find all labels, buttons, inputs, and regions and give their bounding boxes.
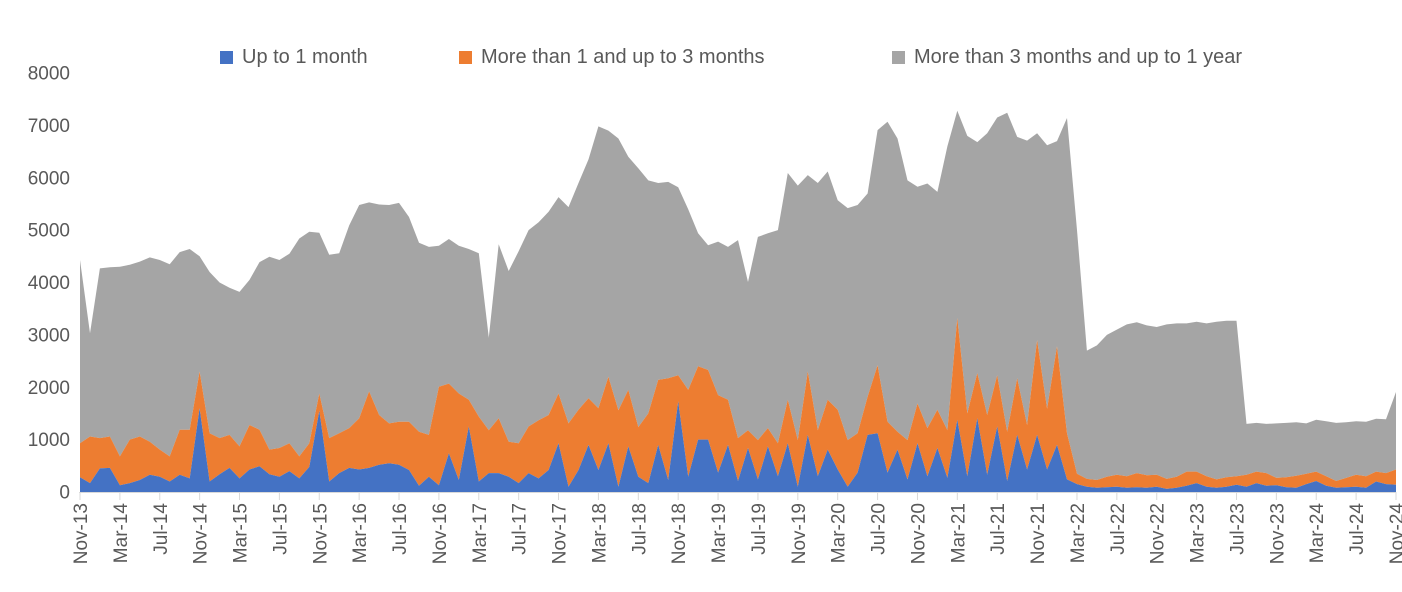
area-series-2 (80, 110, 1396, 481)
x-tick-label: Mar-19 (709, 503, 730, 563)
x-tick-label: Nov-19 (789, 503, 810, 564)
legend-swatch-orange (459, 51, 472, 64)
legend-item-up-to-1-month: Up to 1 month (220, 46, 368, 69)
x-tick-label: Nov-16 (430, 503, 451, 564)
y-tick-label: 1000 (28, 430, 70, 451)
x-tick-label: Jul-24 (1347, 503, 1368, 555)
legend-swatch-blue (220, 51, 233, 64)
legend-item-1-to-3-months: More than 1 and up to 3 months (459, 46, 765, 69)
y-tick-label: 4000 (28, 273, 70, 294)
x-tick-label: Jul-22 (1108, 503, 1129, 555)
x-tick-label: Nov-17 (550, 503, 571, 564)
x-tick-label: Mar-18 (589, 503, 610, 563)
y-tick-label: 0 (59, 483, 70, 504)
x-tick-label: Jul-23 (1227, 503, 1248, 555)
chart-legend: Up to 1 month More than 1 and up to 3 mo… (0, 0, 1402, 70)
y-tick-label: 5000 (28, 221, 70, 242)
x-tick-label: Nov-24 (1387, 503, 1402, 565)
y-tick-label: 7000 (28, 116, 70, 137)
x-tick-label: Nov-22 (1148, 503, 1169, 564)
y-tick-label: 6000 (28, 168, 70, 189)
x-tick-label: Nov-13 (71, 503, 92, 564)
y-tick-label: 8000 (28, 64, 70, 85)
x-tick-label: Jul-17 (510, 503, 531, 555)
x-tick-label: Nov-14 (191, 503, 212, 565)
x-tick-label: Jul-18 (629, 503, 650, 555)
y-tick-label: 3000 (28, 325, 70, 346)
x-tick-label: Jul-21 (988, 503, 1009, 555)
legend-swatch-gray (892, 51, 905, 64)
x-tick-label: Jul-20 (869, 503, 890, 555)
x-tick-label: Mar-16 (350, 503, 371, 563)
x-tick-label: Nov-20 (908, 503, 929, 564)
legend-item-3-months-to-1-year: More than 3 months and up to 1 year (892, 46, 1242, 69)
x-tick-label: Nov-18 (669, 503, 690, 564)
x-tick-label: Mar-23 (1188, 503, 1209, 563)
x-tick-label: Jul-14 (151, 503, 172, 555)
x-tick-label: Mar-20 (829, 503, 850, 563)
x-tick-label: Mar-22 (1068, 503, 1089, 563)
x-tick-label: Nov-15 (310, 503, 331, 564)
legend-label: More than 3 months and up to 1 year (914, 46, 1242, 68)
y-tick-label: 2000 (28, 378, 70, 399)
x-tick-label: Mar-14 (111, 503, 132, 564)
x-tick-label: Jul-16 (390, 503, 411, 555)
x-tick-label: Mar-17 (470, 503, 491, 563)
legend-label: Up to 1 month (242, 46, 368, 68)
x-tick-label: Mar-15 (231, 503, 252, 563)
x-tick-label: Mar-24 (1307, 503, 1328, 564)
x-tick-label: Mar-21 (948, 503, 969, 563)
area-series-0 (80, 401, 1396, 492)
area-series-1 (80, 318, 1396, 489)
x-tick-label: Jul-19 (749, 503, 770, 555)
x-tick-label: Nov-21 (1028, 503, 1049, 564)
x-tick-label: Jul-15 (270, 503, 291, 555)
x-tick-label: Nov-23 (1267, 503, 1288, 564)
legend-label: More than 1 and up to 3 months (481, 46, 765, 68)
